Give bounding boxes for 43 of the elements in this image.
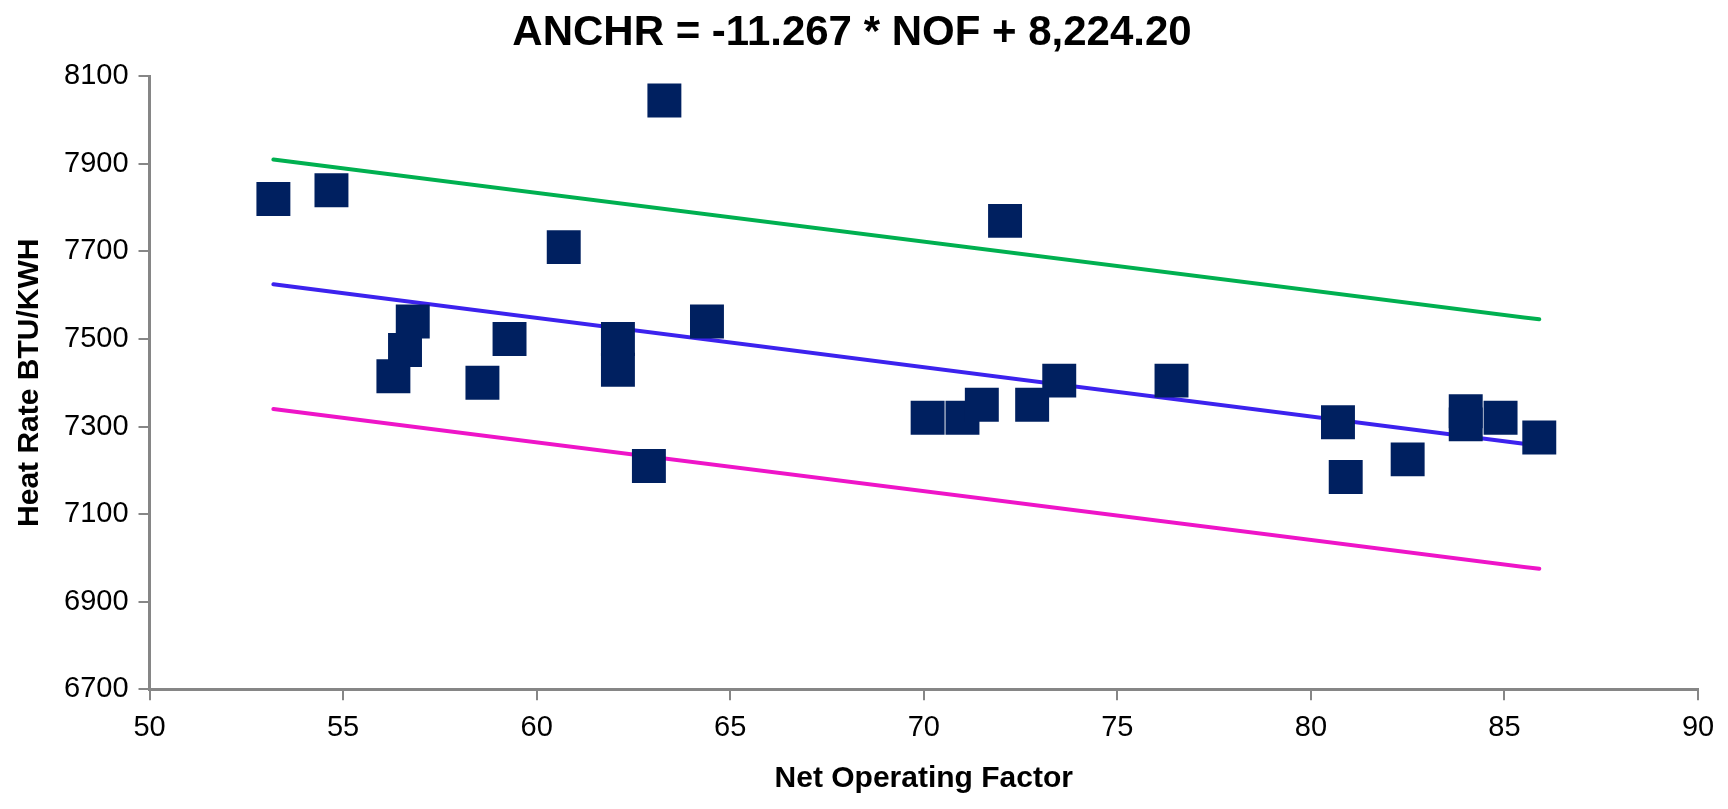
y-tick-label: 7500 bbox=[64, 321, 129, 354]
point bbox=[1448, 407, 1483, 442]
x-axis-title: Net Operating Factor bbox=[774, 760, 1074, 794]
point bbox=[1390, 442, 1425, 477]
point bbox=[690, 304, 724, 339]
point bbox=[546, 230, 581, 265]
x-tick-label: 50 bbox=[133, 709, 166, 742]
point bbox=[1522, 420, 1557, 455]
point bbox=[964, 387, 999, 422]
x-tick-label: 65 bbox=[714, 709, 747, 742]
point bbox=[600, 352, 635, 387]
point bbox=[988, 203, 1023, 238]
y-tick-label: 7900 bbox=[64, 145, 129, 178]
point bbox=[1483, 400, 1518, 435]
y-tick-label: 8100 bbox=[64, 58, 129, 91]
point bbox=[647, 83, 682, 118]
point bbox=[314, 173, 349, 208]
point bbox=[1321, 405, 1355, 440]
y-axis-title: Heat Rate BTU/KWH bbox=[11, 238, 45, 527]
point bbox=[1042, 363, 1077, 398]
y-tick-label: 6700 bbox=[64, 671, 129, 704]
x-tick-label: 60 bbox=[520, 709, 553, 742]
point bbox=[631, 449, 666, 483]
y-tick-label: 7300 bbox=[64, 408, 129, 441]
y-tick-label: 6900 bbox=[64, 583, 129, 616]
point bbox=[465, 365, 500, 400]
x-tick-label: 55 bbox=[326, 709, 360, 742]
chart-title: ANCHR = -11.267 * NOF + 8,224.20 bbox=[512, 6, 1192, 54]
point bbox=[492, 322, 527, 356]
point bbox=[1015, 387, 1050, 422]
y-tick-label: 7100 bbox=[64, 496, 129, 529]
x-tick-label: 85 bbox=[1488, 709, 1521, 742]
x-tick-label: 75 bbox=[1101, 709, 1134, 742]
x-tick-label: 80 bbox=[1294, 709, 1328, 742]
point bbox=[256, 181, 291, 216]
point bbox=[1328, 459, 1363, 494]
point bbox=[376, 359, 411, 394]
x-tick-label: 90 bbox=[1681, 709, 1715, 742]
x-tick-label: 70 bbox=[907, 709, 940, 742]
y-tick-label: 7700 bbox=[64, 233, 129, 266]
point bbox=[600, 322, 635, 356]
point bbox=[910, 400, 945, 435]
point bbox=[1154, 363, 1189, 398]
